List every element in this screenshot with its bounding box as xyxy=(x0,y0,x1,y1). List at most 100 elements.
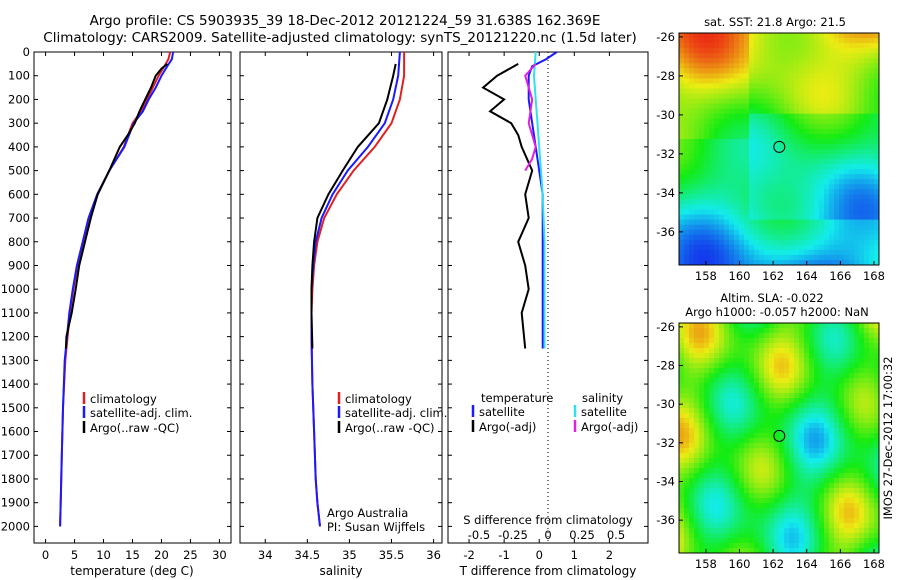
heatmap-cell xyxy=(834,423,840,429)
heatmap-cell xyxy=(684,443,690,449)
heatmap-cell xyxy=(699,503,705,509)
heatmap-cell xyxy=(739,63,745,69)
heatmap-cell xyxy=(769,93,775,99)
heatmap-cell xyxy=(839,493,845,499)
heatmap-cell xyxy=(839,83,845,89)
sst-heatmap xyxy=(679,33,880,266)
heatmap-cell xyxy=(829,518,835,524)
heatmap-cell xyxy=(819,373,825,379)
heatmap-cell xyxy=(849,373,855,379)
heatmap-cell xyxy=(749,503,755,509)
heatmap-cell xyxy=(869,333,875,339)
heatmap-cell xyxy=(784,518,790,524)
heatmap-cell xyxy=(789,338,795,344)
heatmap-cell xyxy=(734,48,740,54)
heatmap-cell xyxy=(714,443,720,449)
heatmap-cell xyxy=(774,73,780,79)
heatmap-cell xyxy=(699,338,705,344)
heatmap-cell xyxy=(869,413,875,419)
heatmap-cell xyxy=(764,418,770,424)
heatmap-cell xyxy=(809,428,815,434)
heatmap-cell xyxy=(744,204,750,210)
heatmap-cell xyxy=(699,443,705,449)
heatmap-cell xyxy=(849,353,855,359)
heatmap-cell xyxy=(719,353,725,359)
heatmap-cell xyxy=(834,468,840,474)
heatmap-cell xyxy=(719,73,725,79)
heatmap-cell xyxy=(819,498,825,504)
heatmap-cell xyxy=(854,508,860,514)
heatmap-cell xyxy=(804,149,810,155)
heatmap-cell xyxy=(734,448,740,454)
heatmap-cell xyxy=(834,383,840,389)
heatmap-cell xyxy=(869,323,875,329)
heatmap-cell xyxy=(834,348,840,354)
heatmap-cell xyxy=(714,413,720,419)
heatmap-cell xyxy=(874,353,880,359)
heatmap-cell xyxy=(734,63,740,69)
heatmap-cell xyxy=(734,123,740,130)
heatmap-cell xyxy=(814,363,820,369)
heatmap-cell xyxy=(814,543,820,549)
heatmap-cell xyxy=(684,343,690,349)
sst-map-title: sat. SST: 21.8 Argo: 21.5 xyxy=(704,15,846,29)
heatmap-cell xyxy=(824,259,830,266)
heatmap-cell xyxy=(684,453,690,459)
heatmap-cell xyxy=(739,229,745,236)
heatmap-cell xyxy=(859,199,865,205)
heatmap-cell xyxy=(759,154,765,160)
heatmap-cell xyxy=(784,453,790,459)
heatmap-cell xyxy=(769,493,775,499)
heatmap-cell xyxy=(859,93,865,99)
heatmap-cell xyxy=(719,488,725,494)
heatmap-cell xyxy=(839,123,845,130)
heatmap-cell xyxy=(749,413,755,419)
map-x-tick-label: 168 xyxy=(863,269,885,283)
heatmap-cell xyxy=(784,149,790,155)
heatmap-cell xyxy=(734,493,740,499)
heatmap-cell xyxy=(844,383,850,389)
heatmap-cell xyxy=(874,194,880,200)
heatmap-cell xyxy=(679,78,685,84)
heatmap-cell xyxy=(734,53,740,59)
heatmap-cell xyxy=(734,458,740,464)
heatmap-cell xyxy=(824,328,830,334)
heatmap-cell xyxy=(744,468,750,474)
heatmap-cell xyxy=(714,508,720,514)
heatmap-cell xyxy=(764,528,770,534)
heatmap-cell xyxy=(704,58,710,64)
heatmap-cell xyxy=(809,388,815,394)
heatmap-cell xyxy=(809,483,815,489)
heatmap-cell xyxy=(729,214,735,221)
heatmap-cell xyxy=(689,323,695,329)
heatmap-cell xyxy=(794,478,800,484)
heatmap-cell xyxy=(864,548,870,554)
heatmap-cell xyxy=(849,523,855,529)
heatmap-cell xyxy=(814,438,820,444)
heatmap-cell xyxy=(824,53,830,59)
heatmap-cell xyxy=(729,33,735,39)
sla-map-ticks: 158 160 162 164 166 168-26-28-30-32-34-36 xyxy=(656,320,885,571)
heatmap-cell xyxy=(754,438,760,444)
heatmap-cell xyxy=(744,138,750,145)
heatmap-cell xyxy=(694,88,700,94)
heatmap-cell xyxy=(854,453,860,459)
heatmap-cell xyxy=(729,103,735,110)
heatmap-cell xyxy=(729,388,735,394)
heatmap-cell xyxy=(704,463,710,469)
heatmap-cell xyxy=(809,533,815,539)
heatmap-cell xyxy=(869,503,875,509)
heatmap-cell xyxy=(804,133,810,140)
heatmap-cell xyxy=(799,543,805,549)
heatmap-cell xyxy=(814,118,820,125)
heatmap-cell xyxy=(714,219,720,226)
heatmap-cell xyxy=(714,48,720,54)
heatmap-cell xyxy=(764,53,770,59)
heatmap-cell xyxy=(834,338,840,344)
heatmap-cell xyxy=(789,199,795,205)
heatmap-cell xyxy=(779,103,785,110)
heatmap-cell xyxy=(809,513,815,519)
heatmap-cell xyxy=(869,328,875,334)
title-line-1: Argo profile: CS 5903935_39 18-Dec-2012 … xyxy=(90,13,601,29)
heatmap-cell xyxy=(804,53,810,59)
